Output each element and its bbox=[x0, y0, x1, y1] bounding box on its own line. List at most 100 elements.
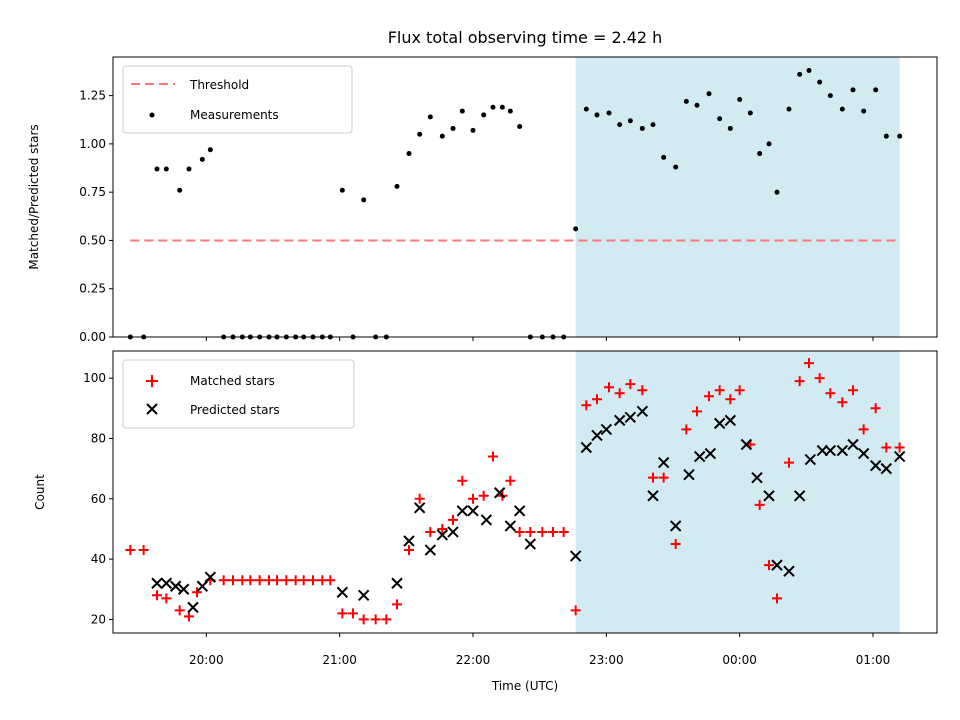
predicted-stars-point bbox=[763, 490, 775, 502]
matched-stars-point bbox=[614, 388, 625, 399]
measurement-point bbox=[394, 183, 400, 189]
matched-stars-point bbox=[714, 385, 725, 396]
predicted-stars-point bbox=[824, 444, 837, 457]
matched-stars-point bbox=[337, 608, 348, 619]
predicted-stars-point bbox=[636, 405, 649, 418]
bottom-legend: Matched stars Predicted stars bbox=[122, 359, 355, 429]
measurement-point bbox=[737, 96, 743, 102]
y-tick-label: 1.00 bbox=[79, 137, 106, 151]
matched-stars-point bbox=[848, 385, 858, 396]
matched-stars-point bbox=[308, 575, 318, 586]
y-tick-label: 40 bbox=[91, 552, 106, 566]
bottom-y-axis-label: Count bbox=[33, 474, 47, 510]
predicted-stars-point bbox=[436, 529, 449, 541]
measurement-point bbox=[427, 114, 433, 120]
measurement-point bbox=[797, 71, 803, 77]
matched-stars-point bbox=[488, 451, 498, 462]
matched-stars-point bbox=[734, 385, 745, 396]
predicted-stars-point bbox=[880, 462, 893, 475]
matched-stars-point bbox=[625, 379, 636, 390]
y-tick-label: 60 bbox=[91, 492, 106, 506]
y-tick-label: 0.75 bbox=[79, 185, 106, 199]
y-tick-label: 80 bbox=[91, 431, 106, 445]
predicted-stars-point bbox=[693, 450, 706, 463]
matched-stars-point bbox=[858, 424, 869, 435]
measurement-point bbox=[439, 133, 445, 139]
measurement-point bbox=[673, 164, 679, 170]
legend-predicted-label: Predicted stars bbox=[190, 403, 280, 417]
matched-stars-point bbox=[414, 493, 425, 504]
measurement-point bbox=[650, 122, 656, 128]
measurement-point bbox=[507, 108, 513, 114]
top-panel: 0.00 0.25 0.50 0.75 1.00 1.25 Matched/Predict… bbox=[27, 56, 938, 344]
matched-stars-point bbox=[870, 403, 881, 414]
measurement-point bbox=[406, 151, 412, 157]
predicted-stars-point bbox=[504, 520, 517, 532]
bottom-panel-frame bbox=[112, 350, 938, 634]
matched-stars-point bbox=[125, 545, 136, 556]
predicted-stars-point bbox=[793, 490, 806, 502]
matched-stars-point bbox=[784, 457, 794, 468]
matched-stars-point bbox=[570, 605, 581, 616]
predicted-stars-point bbox=[771, 559, 783, 571]
measurement-point bbox=[827, 93, 833, 99]
predicted-stars-point bbox=[669, 520, 682, 532]
predicted-stars-point bbox=[187, 601, 199, 614]
predicted-stars-point bbox=[424, 544, 437, 556]
predicted-stars-point bbox=[151, 577, 163, 589]
matched-stars-point bbox=[581, 400, 592, 411]
measurement-point bbox=[766, 141, 772, 147]
y-tick-label: 0.25 bbox=[79, 282, 106, 296]
predicted-stars-point bbox=[169, 580, 182, 592]
predicted-stars-point bbox=[624, 411, 637, 424]
matched-stars-point bbox=[184, 611, 194, 622]
y-tick-label: 1.25 bbox=[79, 89, 106, 103]
legend-threshold-label: Threshold bbox=[189, 78, 249, 92]
measurement-point bbox=[499, 104, 505, 110]
predicted-stars-point bbox=[613, 414, 626, 427]
x-tick-label: 00:00 bbox=[722, 653, 757, 667]
chart-title: Flux total observing time = 2.42 h bbox=[388, 28, 663, 47]
predicted-stars-point bbox=[713, 417, 726, 430]
measurement-point bbox=[661, 154, 667, 160]
predicted-stars-point bbox=[591, 429, 603, 442]
predicted-stars-point bbox=[336, 586, 349, 598]
matched-stars-point bbox=[825, 388, 836, 399]
y-tick-label: 100 bbox=[83, 371, 106, 385]
matched-stars-point bbox=[425, 526, 436, 537]
x-tick-label: 22:00 bbox=[456, 653, 491, 667]
predicted-stars-point bbox=[513, 505, 526, 517]
x-tick-label: 21:00 bbox=[322, 653, 357, 667]
predicted-stars-point bbox=[704, 447, 717, 460]
matched-stars-point bbox=[681, 424, 692, 435]
measurement-point bbox=[583, 106, 589, 112]
predicted-stars-point bbox=[847, 438, 859, 451]
matched-stars-point bbox=[218, 575, 229, 586]
y-tick-label: 20 bbox=[91, 612, 106, 626]
measurement-point bbox=[747, 110, 753, 116]
matched-stars-point bbox=[478, 490, 489, 501]
predicted-stars-point bbox=[683, 468, 695, 481]
predicted-stars-point bbox=[893, 450, 906, 463]
matched-stars-point bbox=[174, 605, 185, 616]
predicted-stars-point bbox=[724, 414, 737, 427]
predicted-stars-point bbox=[580, 441, 593, 454]
matched-stars-point bbox=[592, 394, 602, 405]
measurement-point bbox=[361, 197, 367, 203]
predicted-stars-point bbox=[160, 577, 173, 589]
measurement-point bbox=[177, 187, 183, 193]
matched-stars-point bbox=[881, 442, 892, 453]
matched-stars-point bbox=[192, 587, 202, 598]
measurement-point bbox=[897, 133, 903, 139]
matched-stars-point bbox=[138, 545, 149, 556]
predicted-stars-point bbox=[524, 538, 537, 550]
measurement-point bbox=[339, 187, 345, 193]
x-tick-label: 01:00 bbox=[856, 653, 891, 667]
matched-stars-point bbox=[814, 373, 825, 384]
measurement-point bbox=[450, 125, 456, 131]
matched-stars-point bbox=[525, 526, 536, 537]
matched-stars-point bbox=[404, 545, 414, 556]
matched-stars-point bbox=[514, 526, 525, 537]
measurement-point bbox=[873, 87, 879, 93]
measurement-point bbox=[639, 125, 645, 131]
